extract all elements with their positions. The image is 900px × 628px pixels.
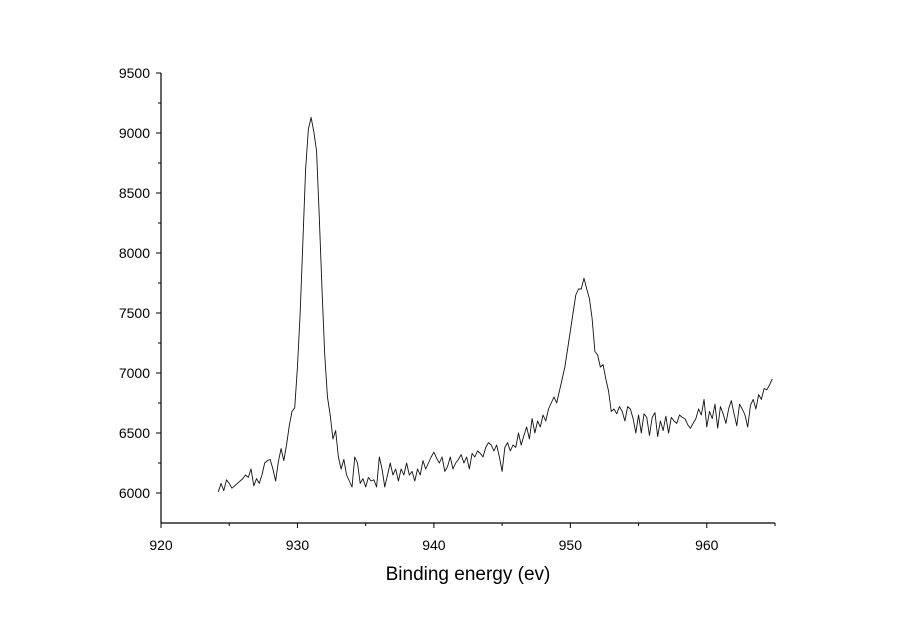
x-tick-label: 940 [422, 537, 446, 553]
series-line-0 [217, 116, 773, 492]
y-tick-label: 7000 [119, 365, 150, 381]
y-tick-label: 6000 [119, 485, 150, 501]
series-group [217, 116, 773, 492]
y-tick-label: 8500 [119, 185, 150, 201]
x-ticks: 920 930 940 950 960 [149, 523, 776, 553]
y-tick-label: 9000 [119, 125, 150, 141]
x-tick-label: 920 [149, 537, 173, 553]
y-tick-label: 7500 [119, 305, 150, 321]
y-tick-label: 6500 [119, 425, 150, 441]
x-tick-label: 930 [286, 537, 310, 553]
y-ticks: 6000 6500 7000 7500 8000 8500 9000 9500 [119, 65, 161, 501]
y-tick-label: 9500 [119, 65, 150, 81]
x-axis-title: Binding energy (ev) [386, 564, 551, 585]
x-tick-label: 960 [695, 537, 719, 553]
x-tick-label: 950 [559, 537, 583, 553]
y-tick-label: 8000 [119, 245, 150, 261]
